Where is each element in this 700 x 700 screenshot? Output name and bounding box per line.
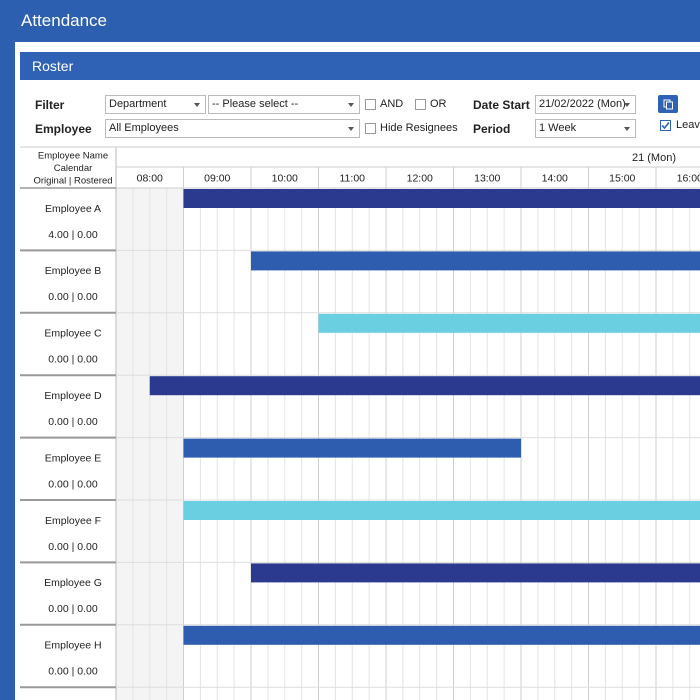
- employee-hours: 0.00 | 0.00: [48, 603, 98, 615]
- time-label: 13:00: [474, 172, 500, 184]
- or-label: OR: [430, 98, 447, 110]
- leave-checkbox[interactable]: [660, 120, 671, 131]
- period-select[interactable]: 1 Week: [535, 119, 636, 138]
- time-label: 14:00: [542, 172, 568, 184]
- app-title: Attendance: [21, 11, 108, 30]
- shift-bar: [183, 625, 700, 645]
- day-label: 21 (Mon): [632, 152, 676, 164]
- employee-name: Employee B: [45, 265, 102, 277]
- employee-select[interactable]: All Employees: [105, 119, 360, 138]
- time-label: 16:00: [677, 172, 700, 184]
- please-select[interactable]: -- Please select --: [208, 95, 360, 114]
- employee-hours: 0.00 | 0.00: [48, 416, 98, 428]
- period-label: Period: [473, 122, 511, 136]
- date-start-label: Date Start: [473, 98, 530, 112]
- filter-label: Filter: [35, 98, 65, 112]
- employee-hours: 4.00 | 0.00: [48, 229, 98, 241]
- shift-bar: [183, 501, 700, 520]
- column-header: Calendar: [54, 163, 93, 174]
- employee-name: Employee E: [45, 452, 102, 464]
- column-header: Employee Name: [38, 151, 108, 162]
- employee-hours: 0.00 | 0.00: [48, 666, 98, 678]
- date-start-select[interactable]: 21/02/2022 (Mon): [535, 95, 636, 114]
- employee-name: Employee A: [45, 203, 101, 215]
- leave-label: Leave: [676, 119, 700, 131]
- check-icon: [661, 121, 670, 130]
- employee-name: Employee G: [44, 577, 102, 589]
- time-label: 11:00: [340, 172, 366, 184]
- employee-hours: 0.00 | 0.00: [48, 541, 98, 553]
- employee-name: Employee H: [44, 640, 101, 652]
- employee-hours: 0.00 | 0.00: [48, 478, 98, 490]
- hide-resignees-checkbox[interactable]: [365, 123, 376, 134]
- shift-bar: [251, 563, 700, 583]
- copy-icon: [663, 99, 673, 110]
- shift-bar: [251, 251, 700, 271]
- column-header: Original | Rostered: [33, 176, 112, 187]
- time-label: 08:00: [137, 172, 163, 184]
- shift-bar: [183, 438, 521, 458]
- employee-label: Employee: [35, 122, 92, 136]
- employee-hours: 0.00 | 0.00: [48, 354, 98, 366]
- department-select[interactable]: Department: [105, 95, 206, 114]
- employee-name: Employee D: [44, 390, 102, 402]
- employee-hours: 0.00 | 0.00: [48, 291, 98, 303]
- shift-bar: [318, 313, 700, 333]
- copy-button[interactable]: [658, 95, 678, 113]
- and-checkbox[interactable]: [365, 99, 376, 110]
- time-label: 09:00: [204, 172, 230, 184]
- or-checkbox[interactable]: [415, 99, 426, 110]
- hide-resignees-label: Hide Resignees: [380, 122, 458, 134]
- shift-bar: [149, 376, 700, 396]
- time-label: 10:00: [272, 172, 298, 184]
- time-label: 15:00: [609, 172, 635, 184]
- time-label: 12:00: [407, 172, 433, 184]
- employee-name: Employee F: [45, 515, 101, 527]
- and-label: AND: [380, 98, 404, 110]
- panel-title: Roster: [20, 52, 700, 80]
- shift-bar: [183, 189, 700, 208]
- employee-name: Employee C: [44, 328, 102, 340]
